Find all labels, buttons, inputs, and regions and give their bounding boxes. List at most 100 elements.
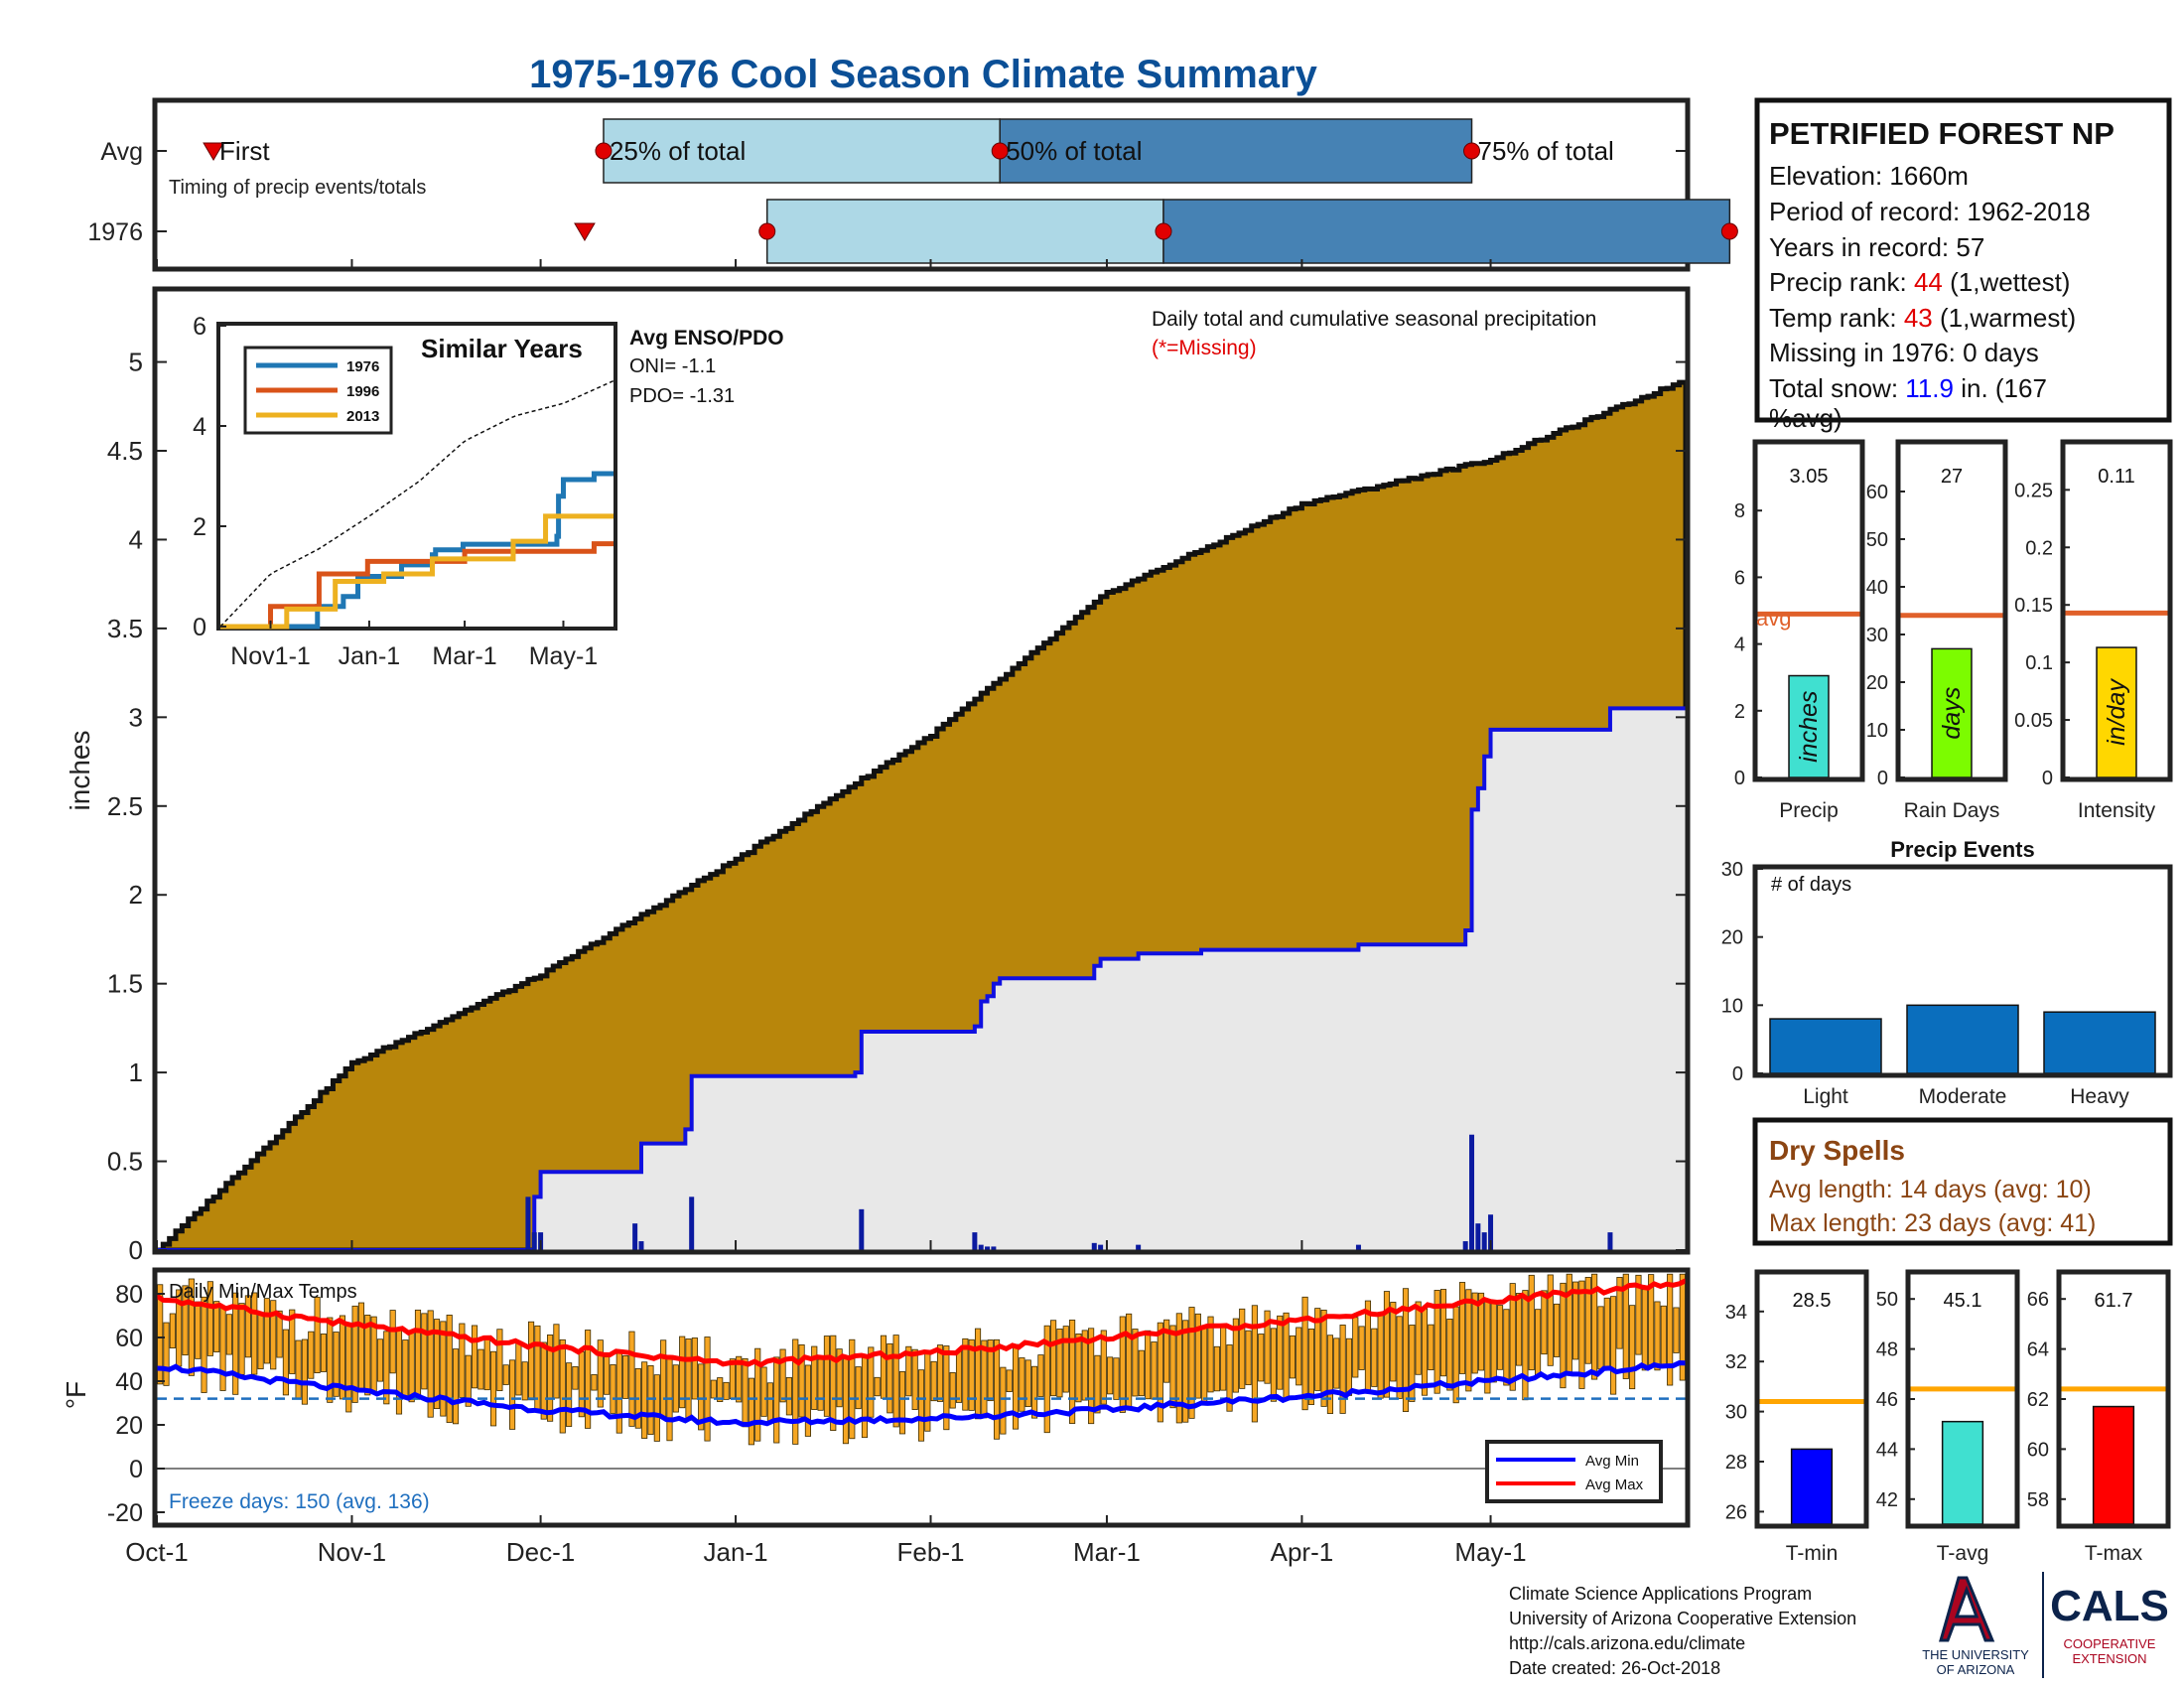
timing-avg-box-50-75 (999, 118, 1473, 184)
tbar-t-min-ytick-label: 34 (1725, 1302, 1747, 1324)
summary-intensity-ytick-label: 0.2 (2025, 537, 2053, 559)
cals-coop-2: EXTENSION (2072, 1651, 2146, 1666)
year-cumulative-area (157, 708, 1686, 1250)
daily-temp-bar (446, 1315, 453, 1423)
summary-intensity-unit-label: in/day (2103, 678, 2130, 746)
daily-temp-bar (880, 1335, 887, 1399)
event-bar-moderate (1906, 1004, 2019, 1074)
precip-avg-label: avg (1756, 606, 1791, 631)
cals-coop-1: COOPERATIVE (2064, 1636, 2156, 1651)
daily-temp-bar (528, 1321, 535, 1401)
summary-precip-ytick-label: 4 (1734, 634, 1745, 656)
daily-temp-bar (704, 1336, 711, 1442)
summary-raindays-ytick-label: 20 (1866, 672, 1888, 694)
summary-precip-unit-label: inches (1795, 691, 1823, 763)
daily-temp-bar (1088, 1328, 1095, 1425)
daily-temp-bar (766, 1382, 773, 1423)
daily-temp-bar (1069, 1320, 1076, 1424)
precip-ytick-label: 1 (129, 1057, 143, 1087)
daily-temp-bar (1421, 1308, 1429, 1396)
summary-intensity-value-bar (2096, 646, 2137, 778)
daily-precip-bar (859, 1208, 865, 1250)
tbar-t-avg-ytick-label: 50 (1876, 1289, 1898, 1311)
daily-temp-bar (195, 1301, 202, 1359)
tbar-t-max-value-bar (2092, 1405, 2135, 1525)
daily-temp-bar (1182, 1320, 1189, 1423)
temps-title: Daily Min/Max Temps (169, 1281, 357, 1303)
daily-temp-bar (1390, 1302, 1397, 1382)
daily-temp-bar (1371, 1328, 1378, 1387)
daily-temp-bar (289, 1309, 296, 1374)
inset-ytick-label: 2 (193, 513, 206, 541)
daily-temp-bar (936, 1344, 944, 1402)
daily-temp-bar (981, 1339, 988, 1419)
daily-precip-bar (638, 1241, 644, 1250)
temps-ylabel: °F (61, 1381, 91, 1409)
ua-logo: THE UNIVERSITY OF ARIZONA (1922, 1576, 2029, 1677)
daily-temp-bar (301, 1338, 308, 1405)
timing-year-marker-50 (1155, 222, 1172, 240)
daily-temp-bar (710, 1379, 717, 1399)
daily-temp-bar (1050, 1320, 1057, 1397)
month-label: Mar-1 (1073, 1537, 1141, 1567)
daily-temp-bar (1019, 1357, 1025, 1412)
daily-temp-bar (615, 1352, 622, 1434)
daily-temp-bar (408, 1331, 415, 1403)
daily-temp-bar (1138, 1349, 1145, 1397)
month-label: Dec-1 (506, 1537, 575, 1567)
events-title: Precip Events (1890, 837, 2035, 862)
daily-temp-bar (1528, 1274, 1535, 1371)
daily-temp-bar (1307, 1329, 1314, 1405)
daily-temp-bar (578, 1350, 585, 1418)
daily-temp-bar (433, 1319, 441, 1410)
events-ytick-label: 10 (1721, 995, 1743, 1017)
summary-precip-ytick-label: 0 (1734, 768, 1745, 789)
summary-raindays-value-label: 27 (1941, 466, 1963, 488)
temps-legend-box (1485, 1440, 1663, 1503)
month-axis: Oct-1 Nov-1 Dec-1 Jan-1 Feb-1 Mar-1 Apr-1 May-1 (125, 259, 1527, 1567)
daily-temp-bar (1490, 1301, 1497, 1383)
daily-temp-bar (1258, 1334, 1265, 1382)
daily-temp-bar (489, 1350, 497, 1427)
footer-line-1: Climate Science Applications Program (1509, 1584, 1812, 1604)
tbar-t-avg-value-label: 45.1 (1944, 1290, 1982, 1312)
footer-line-3: http://cals.arizona.edu/climate (1509, 1633, 1745, 1653)
month-label: May-1 (1454, 1537, 1526, 1567)
daily-temp-bar (1339, 1325, 1346, 1414)
daily-temp-bar (1056, 1329, 1063, 1398)
daily-temp-bar (383, 1331, 390, 1405)
daily-temp-bar (679, 1336, 686, 1409)
tbar-t-min-value-label: 28.5 (1793, 1290, 1832, 1312)
daily-temp-bar (320, 1334, 328, 1372)
daily-temp-bar (647, 1364, 654, 1435)
daily-temp-bar (736, 1355, 743, 1403)
precip-note: Daily total and cumulative seasonal prec… (1152, 308, 1596, 331)
precip-ytick-label: 2 (129, 880, 143, 910)
daily-temp-bar (874, 1376, 881, 1397)
daily-temp-bar (1597, 1306, 1604, 1370)
timing-year-marker-75 (1720, 222, 1738, 240)
timing-year-marker-25 (758, 222, 776, 240)
summary-intensity-ytick-label: 0.25 (2014, 480, 2053, 501)
enso-pdo: PDO= -1.31 (629, 385, 735, 407)
tbar-t-min-ytick-label: 30 (1725, 1402, 1747, 1424)
timing-year-box-50-75 (1162, 199, 1731, 264)
tbar-t-min-value-bar (1790, 1448, 1834, 1525)
daily-precip-bar (689, 1196, 695, 1250)
tbar-t-avg-ytick-label: 44 (1876, 1439, 1898, 1461)
month-label: Oct-1 (125, 1537, 189, 1567)
timing-year-first-triangle (574, 222, 596, 241)
daily-temp-bar (779, 1348, 786, 1403)
timing-avg-marker-25 (595, 142, 613, 160)
temps-ytick-label: 80 (115, 1281, 143, 1309)
event-category-label: Heavy (2070, 1085, 2129, 1108)
daily-temp-bar (1415, 1301, 1422, 1375)
daily-temp-bar (823, 1336, 831, 1417)
summary-raindays-ytick-label: 0 (1877, 768, 1888, 789)
daily-temp-bar (201, 1296, 207, 1393)
daily-temp-bar (1213, 1345, 1220, 1392)
timing-panel: Avg 1976 First 25% of total 50% of total 75… (87, 97, 1866, 272)
month-label: Nov-1 (318, 1537, 386, 1567)
legend-2013-label: 2013 (346, 408, 379, 425)
daily-temp-bar (1239, 1308, 1246, 1389)
